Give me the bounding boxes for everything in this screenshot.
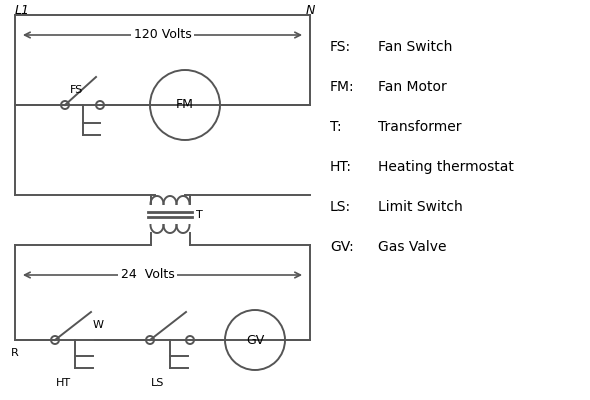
Text: LS:: LS: [330, 200, 351, 214]
Text: LS: LS [151, 378, 165, 388]
Text: FS:: FS: [330, 40, 351, 54]
Text: Limit Switch: Limit Switch [378, 200, 463, 214]
Text: 24  Volts: 24 Volts [120, 268, 175, 282]
Text: Fan Motor: Fan Motor [378, 80, 447, 94]
Text: Fan Switch: Fan Switch [378, 40, 453, 54]
Text: FM:: FM: [330, 80, 355, 94]
Text: GV: GV [246, 334, 264, 346]
Text: W: W [93, 320, 104, 330]
Text: R: R [11, 348, 19, 358]
Text: FS: FS [70, 85, 83, 95]
Text: GV:: GV: [330, 240, 354, 254]
Text: Heating thermostat: Heating thermostat [378, 160, 514, 174]
Text: N: N [305, 4, 314, 17]
Text: HT:: HT: [330, 160, 352, 174]
Text: 120 Volts: 120 Volts [133, 28, 191, 42]
Text: HT: HT [55, 378, 71, 388]
Text: FM: FM [176, 98, 194, 112]
Text: T:: T: [330, 120, 342, 134]
Text: T: T [196, 210, 203, 220]
Text: Transformer: Transformer [378, 120, 461, 134]
Text: Gas Valve: Gas Valve [378, 240, 447, 254]
Text: L1: L1 [15, 4, 30, 17]
